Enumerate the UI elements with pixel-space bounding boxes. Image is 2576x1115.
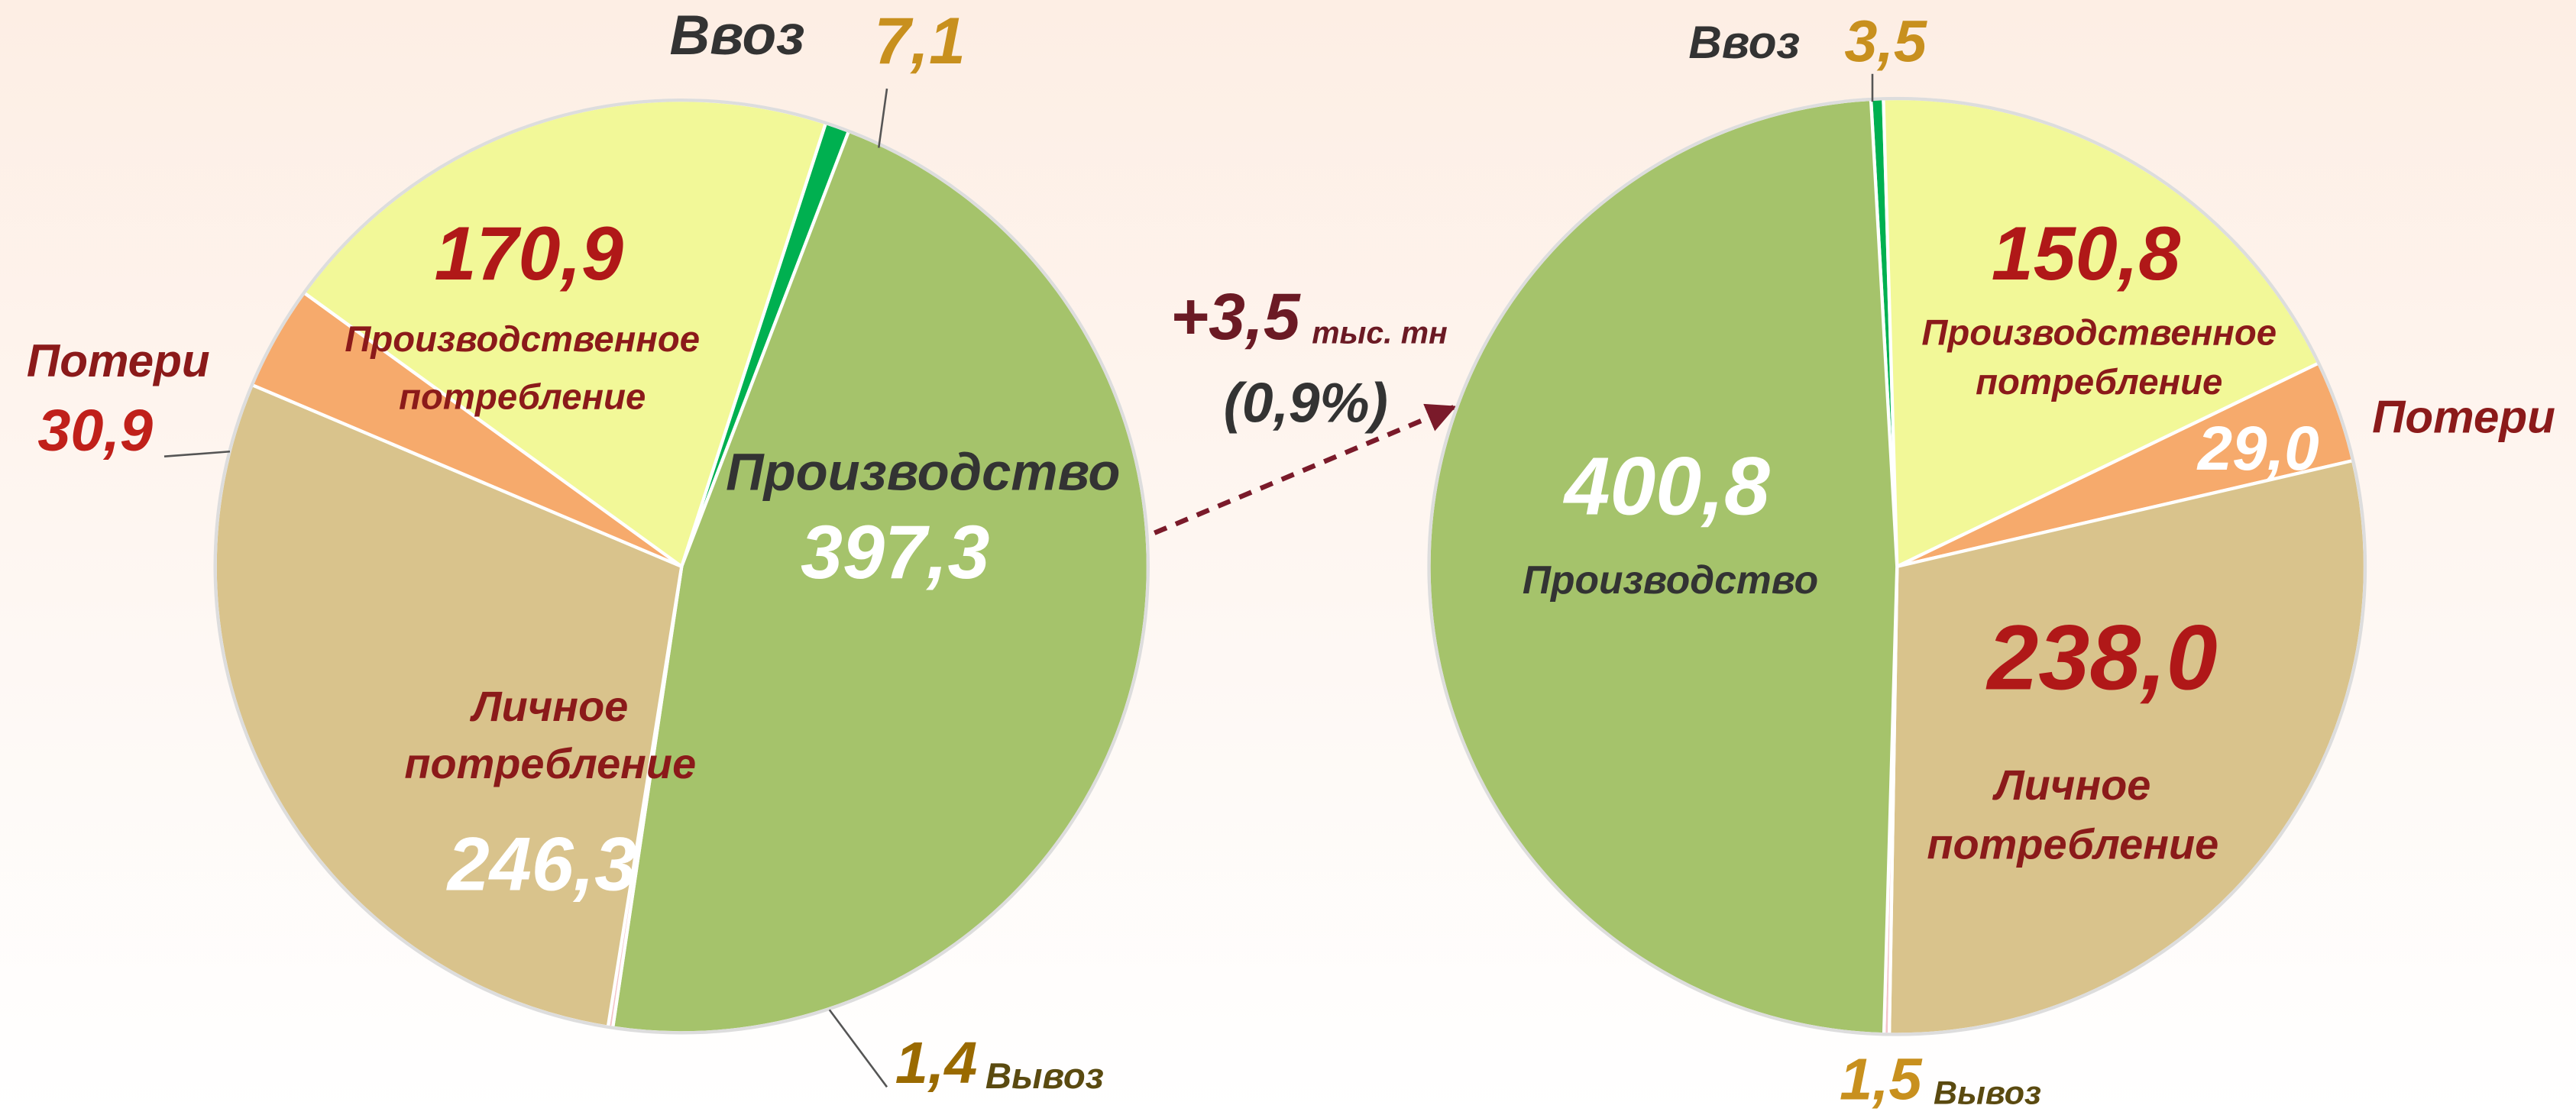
- change-label: +3,5: [1170, 280, 1301, 354]
- value-label: 7,1: [874, 5, 966, 78]
- slice-name: Производство: [726, 443, 1120, 502]
- value-label: 246,3: [446, 822, 636, 907]
- value-label: 400,8: [1563, 440, 1770, 532]
- leader-line: [163, 450, 231, 457]
- arrow: [1132, 403, 1457, 545]
- slice-name: Производственное потребление: [345, 319, 700, 417]
- pie-outline: [1427, 96, 2367, 1036]
- slice-name: Ввоз: [669, 5, 804, 66]
- slice-name: Потери: [27, 335, 210, 386]
- slice-name: Личное потребление: [404, 682, 696, 787]
- slice-name: Производство: [1523, 558, 1818, 602]
- slice-name: Вывоз: [1934, 1075, 2041, 1111]
- slice-name: Потери: [2372, 391, 2555, 442]
- unit-label: тыс. тн: [1312, 315, 1448, 350]
- value-label: 170,9: [435, 211, 623, 296]
- plot: +3,5 тыс. тн (0,9%) Ввоз 7,1 Производство 3…: [27, 5, 2555, 1113]
- value-label: 1,5: [1840, 1046, 1923, 1112]
- value-label: 29,0: [2196, 414, 2319, 483]
- leader-line: [877, 88, 888, 148]
- value-label: 397,3: [801, 509, 989, 594]
- value-label: 1,4: [895, 1030, 978, 1096]
- slice-name: Производственное потребление: [1921, 312, 2277, 402]
- slice-name: Личное потребление: [1927, 761, 2218, 868]
- leader-line: [828, 1009, 888, 1088]
- value-label: 3,5: [1844, 9, 1927, 75]
- percent-label: (0,9%): [1224, 373, 1388, 435]
- value-label: 150,8: [1992, 211, 2180, 296]
- slice-name: Вывоз: [985, 1056, 1104, 1097]
- value-label: 30,9: [37, 398, 153, 464]
- value-label: 238,0: [1985, 606, 2217, 709]
- slice-name: Ввоз: [1688, 17, 1800, 68]
- pie-outline: [213, 99, 1150, 1035]
